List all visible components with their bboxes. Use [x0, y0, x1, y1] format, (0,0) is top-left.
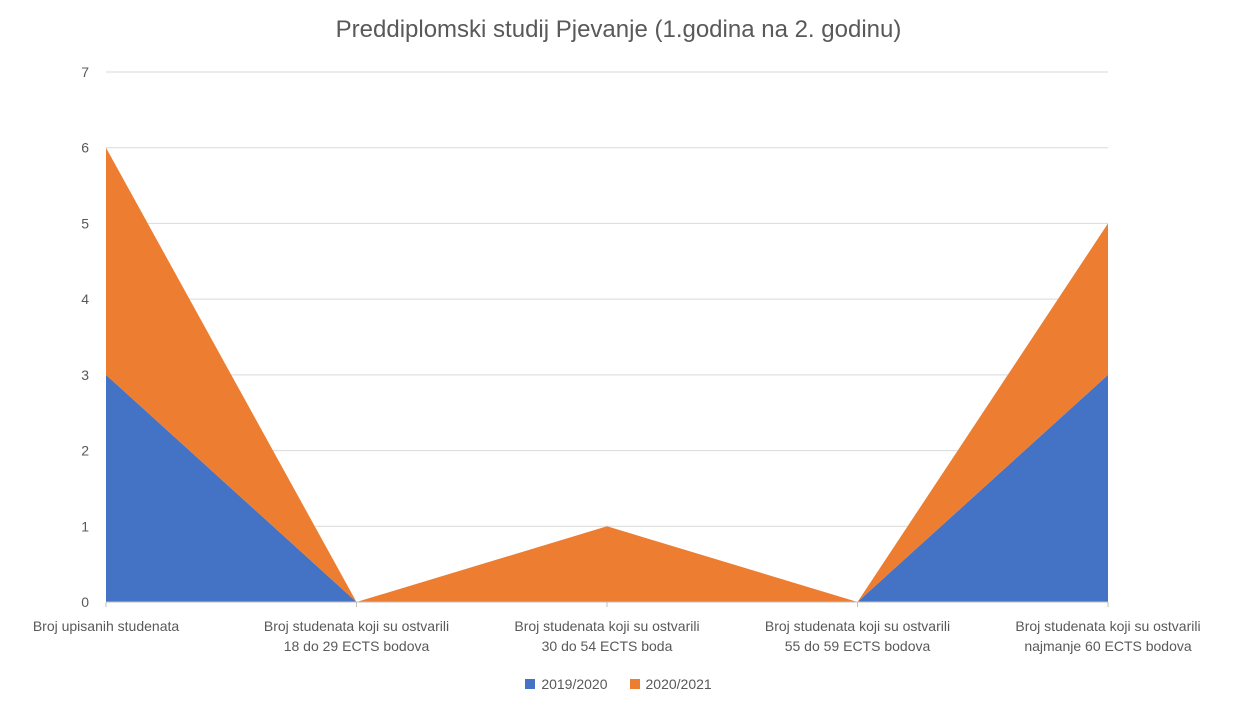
- legend-item: 2020/2021: [629, 676, 712, 692]
- y-tick-label: 3: [81, 367, 89, 383]
- x-category-label: Broj studenata koji su ostvarili najmanje…: [1015, 618, 1200, 654]
- legend-label: 2019/2020: [541, 676, 608, 692]
- x-category-label: Broj upisanih studenata: [33, 618, 180, 634]
- x-category-label-line: Broj studenata koji su ostvarili: [264, 618, 449, 634]
- x-category-label: Broj studenata koji su ostvarili 55 do 59…: [765, 618, 950, 654]
- x-category-label-line: 55 do 59 ECTS bodova: [785, 638, 931, 654]
- series-area-1: [106, 374, 1108, 602]
- x-category-label: Broj studenata koji su ostvarili 18 do 29…: [264, 618, 449, 654]
- x-category-label-line: Broj studenata koji su ostvarili: [514, 618, 699, 634]
- y-tick-label: 7: [81, 64, 89, 80]
- y-tick-label: 1: [81, 518, 89, 534]
- x-axis: [105, 601, 1109, 607]
- chart-title: Preddiplomski studij Pjevanje (1.godina …: [335, 16, 902, 43]
- x-category-label-line: Broj upisanih studenata: [33, 618, 180, 634]
- legend-swatch: [525, 679, 536, 689]
- series-areas: [106, 147, 1108, 602]
- legend-item: 2019/2020: [525, 676, 608, 692]
- legend: 2019/2020 2020/2021: [0, 676, 1237, 692]
- y-tick-label: 4: [81, 291, 89, 307]
- x-category-label-line: 30 do 54 ECTS boda: [542, 638, 673, 654]
- y-tick-label: 2: [81, 443, 89, 459]
- x-category-label-line: najmanje 60 ECTS bodova: [1024, 638, 1192, 654]
- legend-swatch: [629, 679, 640, 689]
- y-tick-label: 5: [81, 215, 89, 231]
- x-category-label-line: Broj studenata koji su ostvarili: [1015, 618, 1200, 634]
- x-category-label: Broj studenata koji su ostvarili 30 do 54…: [514, 618, 699, 654]
- x-axis-categories: Broj upisanih studenata Broj studenata ko…: [33, 618, 1201, 654]
- legend-label: 2020/2021: [645, 676, 712, 692]
- y-tick-label: 0: [81, 594, 89, 610]
- x-category-label-line: 18 do 29 ECTS bodova: [284, 638, 430, 654]
- x-category-label-line: Broj studenata koji su ostvarili: [765, 618, 950, 634]
- y-axis-ticks: 0 1 2 3 4 5 6 7: [81, 64, 89, 610]
- y-tick-label: 6: [81, 140, 89, 156]
